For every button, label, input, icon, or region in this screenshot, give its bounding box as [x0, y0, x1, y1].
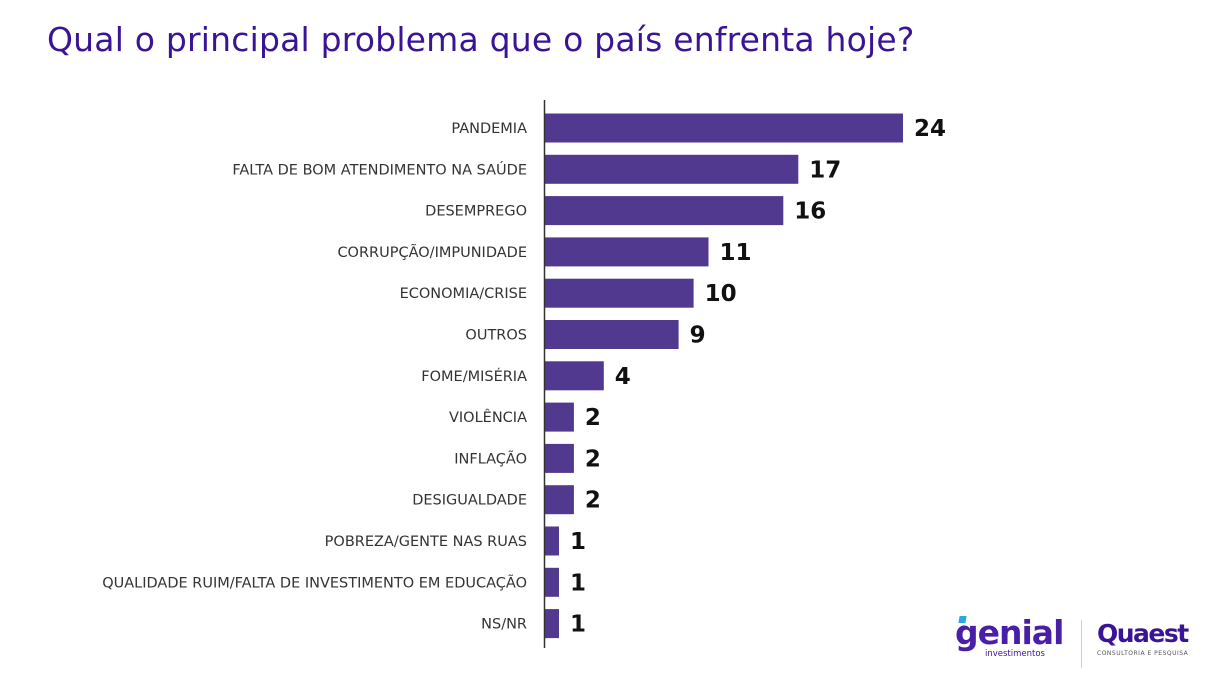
value-label: 1 — [570, 570, 586, 596]
bar — [544, 278, 694, 308]
bar — [544, 237, 709, 267]
bar — [544, 196, 784, 226]
category-label: QUALIDADE RUIM/FALTA DE INVESTIMENTO EM … — [102, 574, 527, 591]
bar — [544, 361, 604, 391]
value-label: 2 — [585, 488, 601, 514]
quaest-logo-subtitle: CONSULTORIA E PESQUISA — [1097, 650, 1189, 657]
value-label: 11 — [720, 240, 752, 266]
value-label: 1 — [570, 612, 586, 638]
bar — [544, 609, 559, 639]
bar — [544, 320, 679, 349]
category-label: ECONOMIA/CRISE — [400, 286, 527, 302]
category-label: FOME/MISÉRIA — [421, 368, 527, 385]
category-label: VIOLÊNCIA — [449, 408, 527, 426]
value-label: 9 — [690, 323, 706, 349]
chart-title: Qual o principal problema que o país enf… — [47, 20, 915, 59]
bar — [544, 526, 559, 556]
bar — [544, 402, 574, 432]
value-label: 24 — [914, 116, 946, 142]
genial-logo-text: genial — [955, 613, 1064, 652]
category-label: PANDEMIA — [451, 121, 527, 137]
genial-accent-icon — [958, 616, 967, 623]
genial-logo-subtitle: investimentos — [985, 649, 1045, 659]
category-label: INFLAÇÃO — [454, 450, 527, 467]
bar — [544, 154, 799, 184]
quaest-logo-text: Quaest — [1097, 619, 1189, 648]
logos: genial investimentos Quaest CONSULTORIA … — [955, 613, 1195, 670]
category-label: POBREZA/GENTE NAS RUAS — [325, 534, 527, 550]
value-label: 4 — [615, 364, 631, 390]
value-label: 1 — [570, 529, 586, 555]
bar — [544, 113, 903, 143]
genial-logo: genial investimentos — [955, 613, 1064, 659]
logo-divider — [1081, 620, 1082, 668]
value-label: 10 — [705, 281, 737, 307]
category-label: FALTA DE BOM ATENDIMENTO NA SAÚDE — [232, 160, 527, 178]
value-label: 2 — [585, 405, 601, 431]
category-label: OUTROS — [465, 328, 527, 344]
value-label: 17 — [809, 157, 841, 183]
category-label: CORRUPÇÃO/IMPUNIDADE — [337, 244, 527, 261]
value-label: 16 — [794, 199, 826, 225]
bar — [544, 567, 559, 597]
bar — [544, 485, 574, 515]
category-label: DESEMPREGO — [425, 204, 527, 220]
category-label: DESIGUALDADE — [412, 493, 527, 509]
value-label: 2 — [585, 446, 601, 472]
quaest-logo: Quaest CONSULTORIA E PESQUISA — [1097, 619, 1189, 658]
bar — [544, 443, 574, 473]
category-label: NS/NR — [481, 617, 527, 633]
